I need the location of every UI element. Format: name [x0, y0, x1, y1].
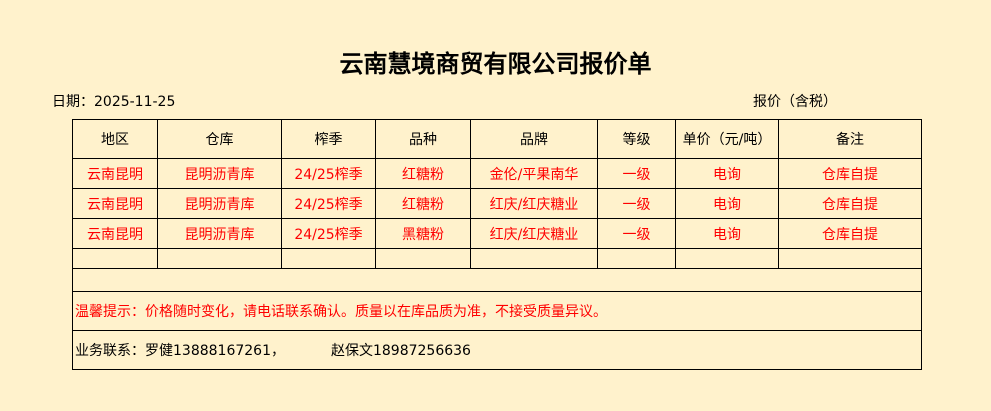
cell-variety: 黑糖粉 [375, 218, 471, 249]
cell-remark: 仓库自提 [778, 188, 922, 219]
cell-unit-price: 电询 [675, 188, 779, 219]
header-brand: 品牌 [470, 119, 598, 159]
empty-cell [675, 248, 779, 269]
cell-brand: 红庆/红庆糖业 [470, 188, 598, 219]
header-warehouse: 仓库 [157, 119, 282, 159]
cell-region: 云南昆明 [72, 188, 158, 219]
cell-grade: 一级 [597, 218, 676, 249]
contact-secondary: 赵保文18987256636 [330, 343, 471, 359]
table-row: 云南昆明 昆明沥青库 24/25榨季 红糖粉 金伦/平果南华 一级 电询 仓库自… [72, 158, 922, 189]
empty-cell [72, 268, 922, 292]
empty-cell [597, 248, 676, 269]
cell-season: 24/25榨季 [281, 188, 376, 219]
header-unit-price: 单价（元/吨） [675, 119, 779, 159]
empty-cell [470, 248, 598, 269]
cell-grade: 一级 [597, 188, 676, 219]
table-row: 云南昆明 昆明沥青库 24/25榨季 黑糖粉 红庆/红庆糖业 一级 电询 仓库自… [72, 218, 922, 249]
header-grade: 等级 [597, 119, 676, 159]
cell-variety: 红糖粉 [375, 158, 471, 189]
cell-region: 云南昆明 [72, 218, 158, 249]
empty-cell [375, 248, 471, 269]
cell-brand: 红庆/红庆糖业 [470, 218, 598, 249]
header-variety: 品种 [375, 119, 471, 159]
price-note: 报价（含税） [753, 94, 837, 110]
empty-merged-row [72, 268, 922, 292]
page-title: 云南慧境商贸有限公司报价单 [339, 50, 652, 78]
empty-cell [72, 248, 158, 269]
header-remark: 备注 [778, 119, 922, 159]
table-row: 云南昆明 昆明沥青库 24/25榨季 红糖粉 红庆/红庆糖业 一级 电询 仓库自… [72, 188, 922, 219]
cell-season: 24/25榨季 [281, 158, 376, 189]
tip-row: 温馨提示：价格随时变化，请电话联系确认。质量以在库品质为准，不接受质量异议。 [72, 291, 922, 331]
contact-cell: 业务联系：罗健13888167261， 赵保文18987256636 [72, 330, 922, 370]
empty-cell [778, 248, 922, 269]
tip-text: 温馨提示：价格随时变化，请电话联系确认。质量以在库品质为准，不接受质量异议。 [72, 291, 922, 331]
header-region: 地区 [72, 119, 158, 159]
contact-row: 业务联系：罗健13888167261， 赵保文18987256636 [72, 330, 922, 370]
cell-warehouse: 昆明沥青库 [157, 218, 282, 249]
cell-warehouse: 昆明沥青库 [157, 188, 282, 219]
cell-season: 24/25榨季 [281, 218, 376, 249]
empty-cell [281, 248, 376, 269]
contact-primary: 业务联系：罗健13888167261， [75, 343, 285, 359]
cell-variety: 红糖粉 [375, 188, 471, 219]
cell-unit-price: 电询 [675, 158, 779, 189]
cell-unit-price: 电询 [675, 218, 779, 249]
empty-cell [157, 248, 282, 269]
header-season: 榨季 [281, 119, 376, 159]
quote-table: 地区 仓库 榨季 品种 品牌 等级 单价（元/吨） 备注 云南昆明 昆明沥青库 … [72, 119, 922, 370]
cell-brand: 金伦/平果南华 [470, 158, 598, 189]
cell-remark: 仓库自提 [778, 218, 922, 249]
quote-date: 日期：2025-11-25 [52, 94, 176, 110]
cell-remark: 仓库自提 [778, 158, 922, 189]
cell-region: 云南昆明 [72, 158, 158, 189]
cell-warehouse: 昆明沥青库 [157, 158, 282, 189]
table-header-row: 地区 仓库 榨季 品种 品牌 等级 单价（元/吨） 备注 [72, 119, 922, 159]
cell-grade: 一级 [597, 158, 676, 189]
empty-row [72, 248, 922, 269]
